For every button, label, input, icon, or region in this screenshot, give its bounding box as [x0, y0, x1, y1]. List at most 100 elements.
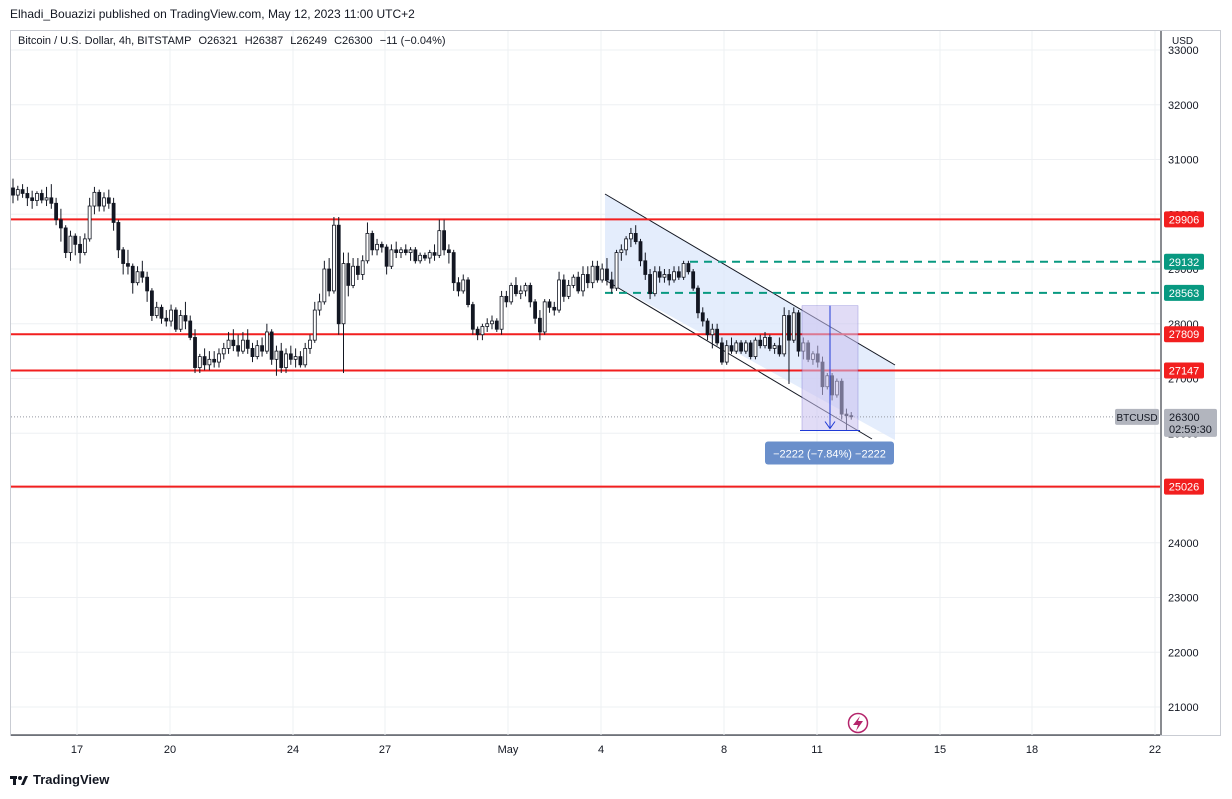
candle-body — [59, 219, 63, 229]
candle-body — [538, 317, 542, 333]
candle-body — [379, 243, 384, 248]
candle-body — [408, 249, 413, 253]
candle-body — [676, 271, 681, 278]
candle-body — [490, 320, 494, 325]
candle-body — [595, 265, 600, 281]
candle-body — [159, 306, 164, 319]
candle-body — [619, 249, 624, 253]
symbol-title: Bitcoin / U.S. Dollar, 4h, BITSTAMP — [18, 35, 192, 47]
candle-body — [700, 312, 705, 322]
price-range-measure: −2222 (−7.84%) −2222 — [765, 305, 894, 465]
candle-body — [135, 271, 140, 284]
candle-body — [758, 339, 763, 347]
candle-body — [332, 224, 336, 292]
candle-body — [724, 345, 729, 363]
candle-body — [528, 285, 533, 303]
currency-label: USD — [1172, 36, 1193, 47]
candle-body — [557, 279, 561, 311]
symbol-tag — [1115, 408, 1159, 425]
footer-brand[interactable]: TradingView — [10, 772, 109, 787]
candle-body — [720, 342, 724, 363]
candle-body — [729, 345, 734, 352]
candle-body — [78, 243, 82, 253]
candle-body — [217, 353, 221, 363]
level-price-label: 29906 — [1169, 214, 1200, 226]
candle-body — [480, 326, 485, 336]
candle-body — [284, 353, 288, 368]
candle-body — [399, 249, 403, 253]
candle-body — [571, 276, 576, 286]
candle-body — [389, 249, 394, 267]
level-price-tag — [1164, 478, 1204, 495]
y-tick-label: 21000 — [1168, 702, 1199, 714]
candle-body — [73, 235, 78, 245]
candle-body — [145, 276, 150, 292]
measure-arrow-head — [824, 421, 836, 430]
candle-body — [20, 189, 25, 194]
target-price-tag — [1164, 284, 1204, 301]
x-tick-label: May — [498, 744, 519, 756]
level-price-tag — [1164, 362, 1204, 379]
candle-body — [35, 193, 39, 201]
candle-body — [423, 254, 427, 259]
candle-body — [63, 227, 68, 253]
low-value: L26249 — [290, 35, 328, 47]
candle-body — [667, 274, 672, 281]
y-tick-label: 32000 — [1168, 100, 1199, 112]
x-tick-label: 4 — [598, 744, 604, 756]
last-price-tag — [1164, 408, 1217, 437]
candle-body — [92, 191, 97, 207]
candle-body — [197, 356, 202, 368]
high-value: H26387 — [244, 35, 284, 47]
candle-body — [30, 197, 35, 201]
candle-body — [384, 246, 389, 267]
candle-body — [542, 301, 547, 333]
candle-body — [164, 317, 169, 322]
countdown-label: 02:59:30 — [1169, 424, 1212, 436]
candle-body — [624, 238, 629, 251]
candle-body — [121, 249, 126, 264]
candle-body — [212, 358, 217, 363]
x-tick-label: 8 — [721, 744, 727, 756]
x-tick-label: 18 — [1026, 744, 1038, 756]
candle-body — [585, 274, 590, 284]
x-tick-label: 27 — [379, 744, 391, 756]
candle-body — [432, 252, 437, 256]
candle-body — [485, 323, 490, 327]
candle-body — [341, 263, 346, 325]
candle-body — [394, 249, 399, 253]
target-price-tag — [1164, 253, 1204, 270]
candle-body — [743, 342, 748, 352]
candle-body — [116, 222, 121, 251]
y-tick-label: 33000 — [1168, 45, 1199, 57]
level-price-tag — [1164, 326, 1204, 343]
candle-body — [154, 306, 159, 316]
candle-body — [288, 353, 293, 360]
change-value: −11 (−0.04%) — [379, 35, 446, 47]
candle-body — [250, 347, 255, 358]
candle-body — [375, 243, 379, 251]
candle-body — [705, 320, 710, 336]
candle-body — [648, 274, 652, 295]
candle-body — [437, 230, 442, 256]
y-tick-label: 24000 — [1168, 538, 1199, 550]
candle-body — [581, 274, 585, 292]
x-tick-label: 22 — [1149, 744, 1161, 756]
level-price-label: 25026 — [1169, 482, 1200, 494]
candle-body — [255, 345, 260, 357]
x-tick-label: 11 — [811, 744, 822, 756]
symbol-tag-label: BTCUSD — [1116, 413, 1157, 424]
candle-body — [346, 263, 351, 286]
candle-body — [178, 315, 183, 330]
y-tick-label: 23000 — [1168, 593, 1199, 605]
candle-body — [279, 350, 284, 368]
candle-body — [509, 285, 514, 303]
candle-body — [303, 347, 308, 366]
candle-body — [782, 315, 787, 355]
candle-body — [494, 320, 499, 330]
candle-body — [39, 193, 44, 201]
candle-body — [442, 230, 447, 251]
candle-body — [226, 339, 231, 349]
candle-body — [241, 339, 245, 352]
